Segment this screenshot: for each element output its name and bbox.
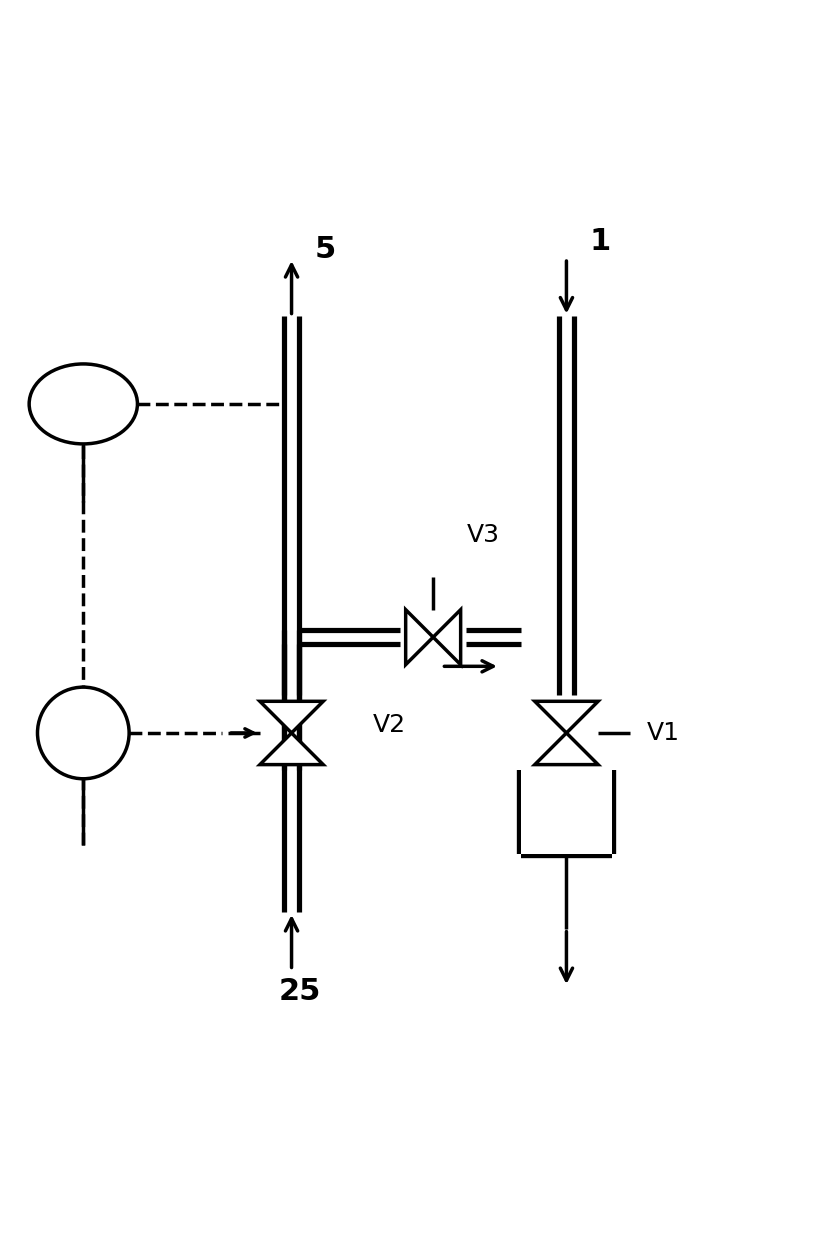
Text: 25: 25: [279, 977, 321, 1005]
Text: V1: V1: [646, 721, 680, 745]
Text: V2: V2: [373, 712, 407, 737]
Ellipse shape: [29, 364, 137, 444]
Bar: [521, 771, 612, 854]
Polygon shape: [260, 733, 323, 764]
Text: 5: 5: [314, 236, 336, 264]
Text: 1: 1: [589, 227, 611, 256]
Polygon shape: [433, 609, 461, 665]
Text: P: P: [76, 721, 91, 745]
Circle shape: [37, 688, 129, 779]
Text: V3: V3: [466, 524, 500, 547]
Polygon shape: [406, 609, 433, 665]
Polygon shape: [535, 701, 598, 733]
Text: T: T: [76, 392, 91, 416]
Polygon shape: [260, 701, 323, 733]
Polygon shape: [535, 733, 598, 764]
